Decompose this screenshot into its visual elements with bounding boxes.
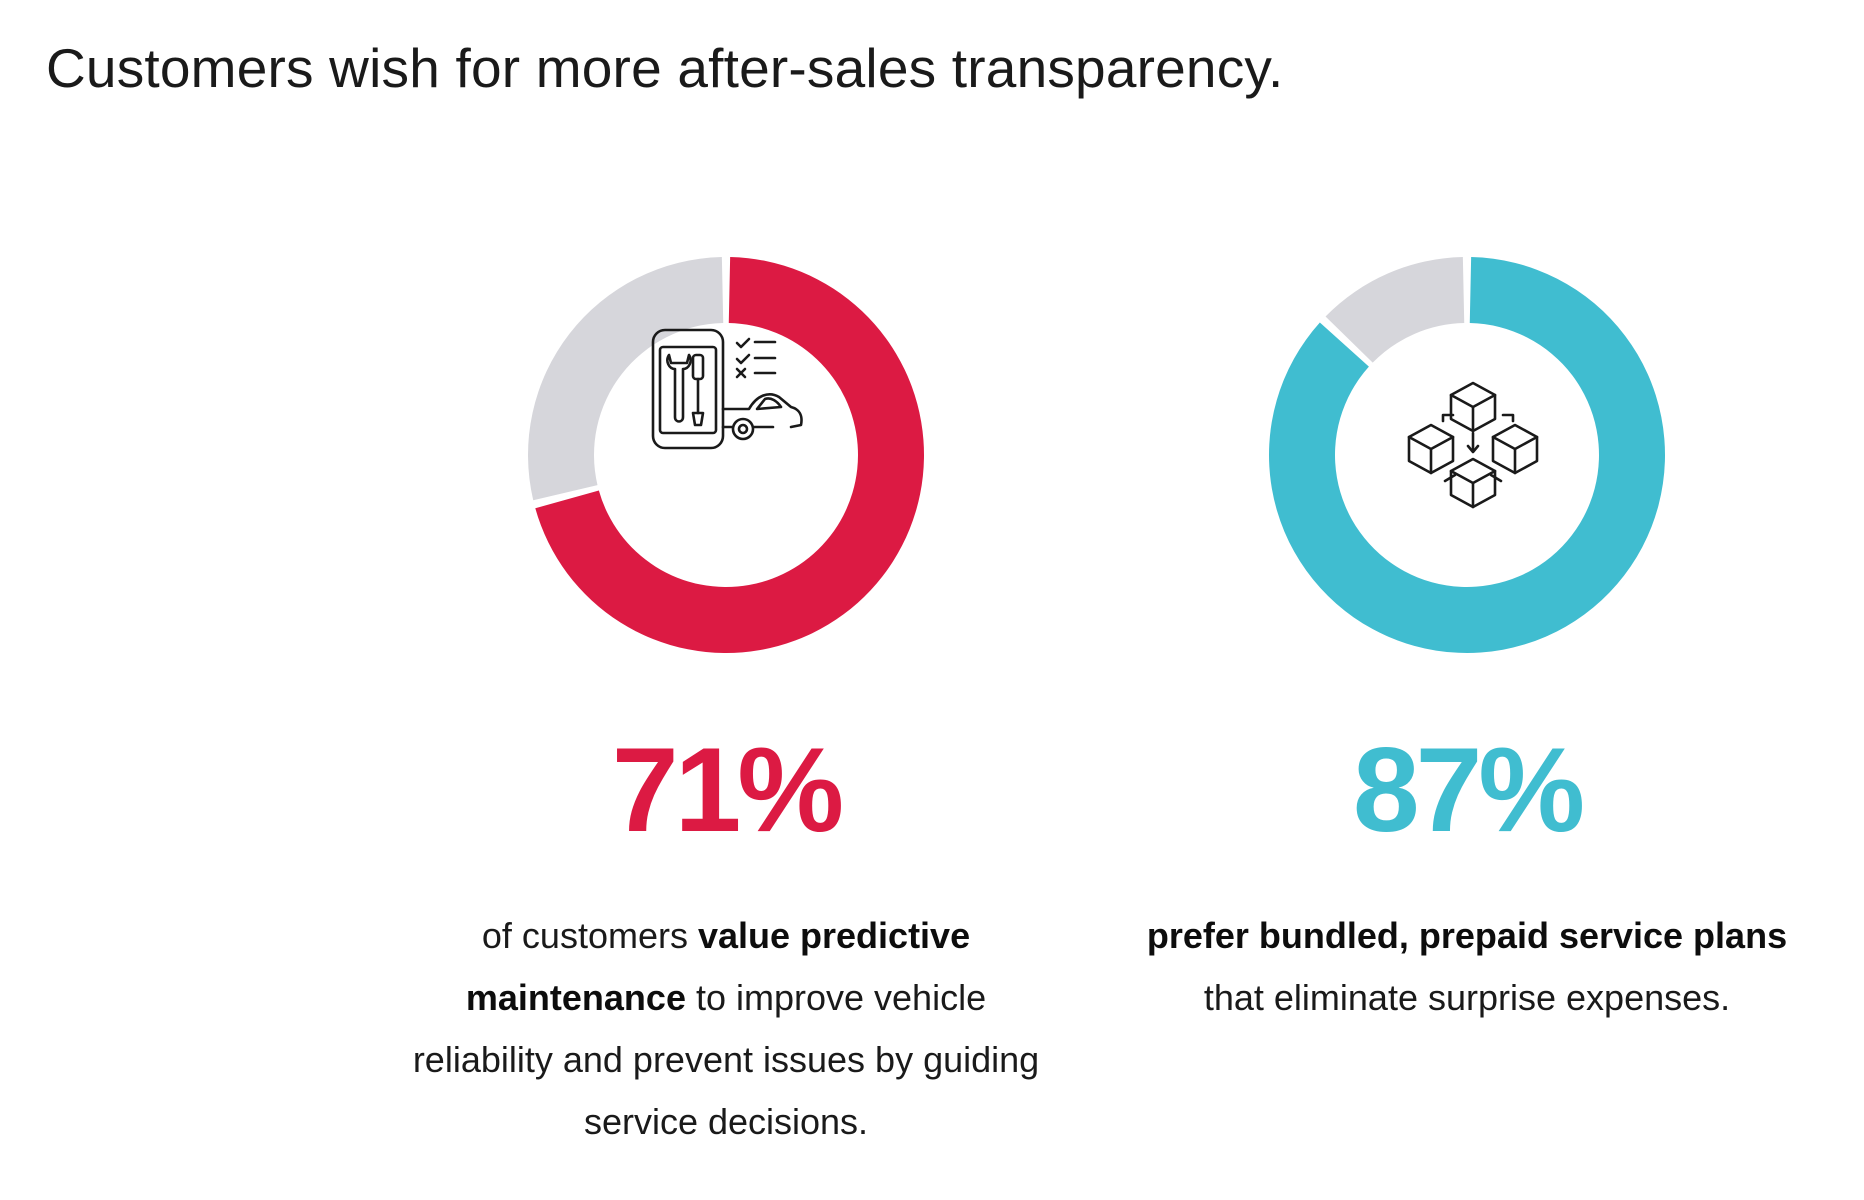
donut-slice-value <box>1269 257 1665 654</box>
percent-value: 71% <box>611 723 844 857</box>
donut-slice-remainder <box>1325 257 1465 363</box>
donut-chart-svg <box>528 257 924 653</box>
predictive-maintenance-icon <box>651 328 803 450</box>
description-text: of customers <box>481 915 698 956</box>
description-bold: value predictive maintenance <box>465 915 971 1018</box>
donut-chart-service-plans <box>1137 255 1797 665</box>
stat-card-predictive-maintenance: 71% of customers value predictive mainte… <box>396 255 1056 1142</box>
description-text: that eliminate surprise expenses. <box>1203 977 1731 1018</box>
donut-chart-predictive-maintenance <box>396 255 1056 665</box>
stat-description: of customers value predictive maintenanc… <box>396 905 1056 1153</box>
percent-value: 87% <box>1352 723 1585 857</box>
description-bold: prefer bundled, prepaid service plans <box>1146 915 1788 956</box>
description-text: to improve vehicle reliability and preve… <box>412 977 1040 1142</box>
stat-description: prefer bundled, prepaid service plans th… <box>1137 905 1797 1029</box>
service-bundle-cubes-icon <box>1407 381 1539 509</box>
donut-slice-remainder <box>528 257 724 501</box>
stat-card-service-plans: 87% prefer bundled, prepaid service plan… <box>1137 255 1797 1018</box>
donut-chart-svg <box>1269 257 1665 654</box>
page-title: Customers wish for more after-sales tran… <box>46 37 1284 99</box>
donut-slice-value <box>535 257 924 653</box>
